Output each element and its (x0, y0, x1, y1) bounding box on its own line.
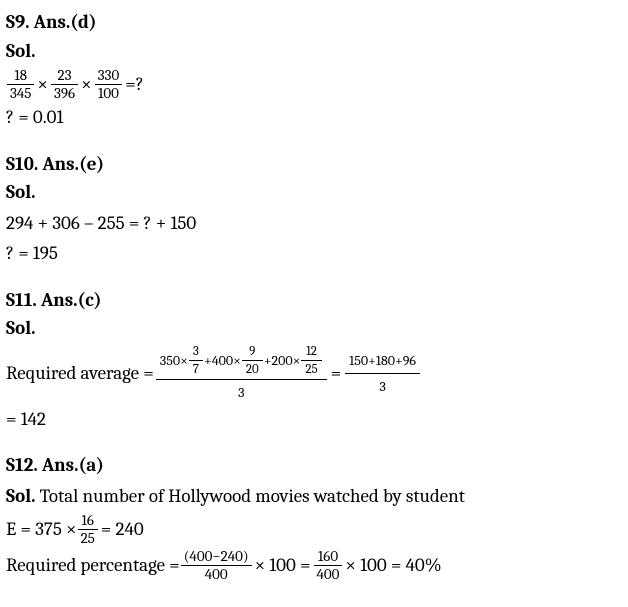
fraction-numerator: 330 (95, 67, 123, 84)
solution-s10: S10. Ans.(e) Sol. 294 + 306 – 255 = ? + … (6, 150, 622, 268)
s11-bigfrac-right: 150+180+96 3 (345, 350, 420, 397)
s12-line1: Sol. Total number of Hollywood movies wa… (6, 482, 622, 511)
s10-result: ? = 195 (6, 239, 622, 268)
s12-pct-frac2: 160 400 (314, 548, 343, 582)
s11-term1-coef: 350× (160, 350, 188, 371)
fraction-numerator: 18 (7, 67, 34, 84)
fraction-denominator: 400 (181, 565, 252, 583)
s11-term1-frac: 3 7 (189, 345, 203, 377)
fraction-denominator: 400 (314, 565, 343, 583)
s12-times100b: × 100 = 40% (345, 551, 441, 580)
fraction-numerator: 350× 3 7 + 400× 9 20 + 200× 12 25 (156, 345, 327, 379)
s9-sol-label: Sol. (6, 37, 622, 66)
s11-equation: Required average = 350× 3 7 + 400× 9 20 … (6, 345, 622, 403)
fraction-denominator: 100 (95, 84, 123, 102)
fraction-numerator: 160 (314, 548, 343, 565)
equals-question: =? (125, 70, 144, 99)
s12-sol-label: Sol. (6, 485, 40, 507)
s12-e-frac: 16 25 (78, 512, 98, 546)
fraction-numerator: 150+180+96 (345, 350, 420, 373)
s12-e-equation: E = 375 × 16 25 = 240 (6, 512, 622, 546)
s10-sol-label: Sol. (6, 178, 622, 207)
s12-times100a: × 100 = (255, 551, 311, 580)
s9-equation: 18 345 × 23 396 × 330 100 =? (6, 67, 622, 101)
s11-term2-frac: 9 20 (242, 345, 263, 377)
s11-heading: S11. Ans.(c) (6, 286, 622, 315)
s9-frac3: 330 100 (95, 67, 123, 101)
fraction-numerator: 23 (51, 67, 78, 84)
s12-heading: S12. Ans.(a) (6, 451, 622, 480)
s11-lead: Required average = (6, 359, 154, 388)
fraction-numerator: (400−240) (181, 548, 252, 565)
plus-op: + (204, 350, 212, 371)
s9-frac2: 23 396 (51, 67, 78, 101)
fraction-numerator: 16 (78, 512, 98, 529)
s12-pct-equation: Required percentage = (400−240) 400 × 10… (6, 548, 622, 582)
s12-e-result: = 240 (101, 515, 144, 544)
s9-heading: S9. Ans.(d) (6, 8, 622, 37)
multiply-op: × (37, 70, 48, 99)
s9-frac1: 18 345 (7, 67, 34, 101)
fraction-denominator: 396 (51, 84, 78, 102)
s11-term3-frac: 12 25 (301, 345, 321, 377)
solution-s9: S9. Ans.(d) Sol. 18 345 × 23 396 × 330 1… (6, 8, 622, 132)
s9-result: ? = 0.01 (6, 103, 622, 132)
s12-pct-lead: Required percentage = (6, 551, 180, 580)
s10-line1: 294 + 306 – 255 = ? + 150 (6, 209, 622, 238)
multiply-op: × (81, 70, 92, 99)
s12-pct-frac1: (400−240) 400 (181, 548, 252, 582)
equals-op: = (331, 359, 342, 388)
s11-bigfrac-left: 350× 3 7 + 400× 9 20 + 200× 12 25 (156, 345, 327, 403)
fraction-denominator: 3 (345, 373, 420, 397)
s11-sol-label: Sol. (6, 314, 622, 343)
fraction-denominator: 25 (78, 529, 98, 547)
s11-result: = 142 (6, 405, 622, 434)
s12-line1-text: Total number of Hollywood movies watched… (40, 485, 465, 507)
fraction-denominator: 345 (7, 84, 34, 102)
solution-s12: S12. Ans.(a) Sol. Total number of Hollyw… (6, 451, 622, 582)
s11-term2-coef: 400× (212, 350, 241, 371)
s11-term3-coef: 200× (271, 350, 300, 371)
s12-e-lead: E = 375 × (6, 515, 77, 544)
fraction-denominator: 3 (156, 379, 327, 403)
s10-heading: S10. Ans.(e) (6, 150, 622, 179)
plus-op: + (264, 350, 272, 371)
solution-s11: S11. Ans.(c) Sol. Required average = 350… (6, 286, 622, 434)
